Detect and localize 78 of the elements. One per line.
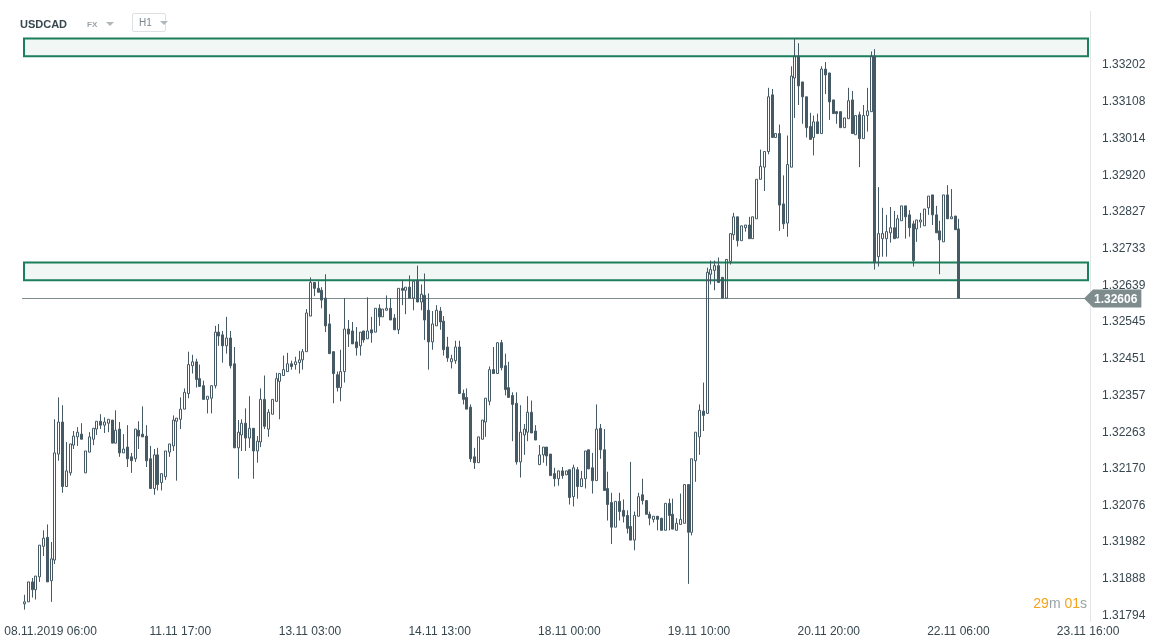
candlestick [736, 216, 739, 248]
y-tick-label: 1.32639 [1102, 277, 1146, 292]
candlestick [881, 207, 884, 258]
candlestick [416, 265, 419, 303]
y-tick-label: 1.33108 [1102, 94, 1146, 109]
x-tick-label: 19.11 10:00 [667, 624, 731, 639]
y-tick-label: 1.31794 [1102, 607, 1146, 622]
candlestick [427, 292, 430, 371]
candlestick [904, 205, 907, 240]
annotation: H1 [139, 17, 152, 28]
candlestick [286, 352, 289, 373]
candlestick [397, 287, 400, 335]
candlestick [538, 444, 541, 466]
x-tick-label: 14.11 13:00 [408, 624, 472, 639]
y-tick-label: 1.32733 [1102, 240, 1146, 255]
y-tick-label: 1.32076 [1102, 497, 1146, 512]
candlestick [179, 396, 182, 430]
x-tick-label: 20.11 20:00 [797, 624, 861, 639]
x-tick-label: 13.11 03:00 [278, 624, 342, 639]
candlestick [839, 111, 842, 129]
candlestick [862, 104, 865, 140]
y-tick-label: 1.32357 [1102, 387, 1146, 402]
y-tick-label: 1.32827 [1102, 204, 1146, 219]
candlestick [927, 195, 930, 216]
candlestick [126, 424, 129, 468]
text: USDCAD [20, 18, 68, 30]
candlestick [595, 403, 598, 482]
candlestick [656, 515, 659, 531]
candlestick [828, 72, 831, 121]
candlestick [584, 450, 587, 489]
candlestick [496, 342, 499, 375]
candlestick [675, 517, 678, 531]
candlestick [355, 326, 358, 357]
x-tick-label: 23.11 16:00 [1056, 624, 1120, 639]
candlestick [252, 427, 255, 480]
y-tick-label: 1.31982 [1102, 534, 1146, 549]
annotation: 29m 01s [1033, 594, 1087, 611]
y-tick-label: 1.33202 [1102, 57, 1146, 72]
candlestick [942, 194, 945, 243]
candlestick [923, 208, 926, 227]
candlestick [610, 492, 613, 545]
candlestick [46, 523, 49, 583]
candlestick [957, 218, 960, 299]
candlestick [80, 422, 83, 440]
candlestick [408, 274, 411, 299]
candlestick [797, 42, 800, 106]
y-tick-label: 1.33014 [1102, 130, 1146, 145]
dropdown-button: H1 [132, 13, 166, 32]
candlestick [366, 296, 369, 340]
x-tick-label: 11.11 17:00 [149, 624, 212, 639]
candlestick [557, 470, 560, 487]
x-tick-label: 22.11 06:00 [927, 624, 990, 639]
ref-line-label: 1.32606 [1094, 291, 1138, 306]
y-tick-label: 1.32451 [1102, 351, 1146, 366]
candlestick [374, 307, 377, 333]
annotation: FX [87, 19, 98, 29]
y-tick-label: 1.32920 [1102, 167, 1146, 182]
y-tick-label: 1.32545 [1102, 314, 1146, 329]
y-tick-label: 1.32170 [1102, 460, 1146, 475]
y-tick-label: 1.32263 [1102, 424, 1146, 439]
candlestick [664, 502, 667, 531]
candlestick [61, 404, 64, 494]
x-tick-label: 08.11.2019 06:00 [4, 624, 98, 639]
x-tick-label: 18.11 00:00 [538, 624, 601, 639]
candlestick [889, 206, 892, 244]
y-tick-label: 1.31888 [1102, 571, 1146, 586]
candlestick [244, 407, 247, 452]
candlestick [240, 418, 243, 452]
candlestick [885, 214, 888, 258]
candlestick [248, 395, 251, 449]
candlestick [614, 500, 617, 528]
candlestick [343, 297, 346, 384]
candlestick [873, 48, 876, 271]
candlestick [27, 581, 30, 603]
candlestick [568, 469, 571, 506]
candlestick [412, 280, 415, 311]
candlestick [381, 308, 384, 318]
candlestick [519, 404, 522, 479]
